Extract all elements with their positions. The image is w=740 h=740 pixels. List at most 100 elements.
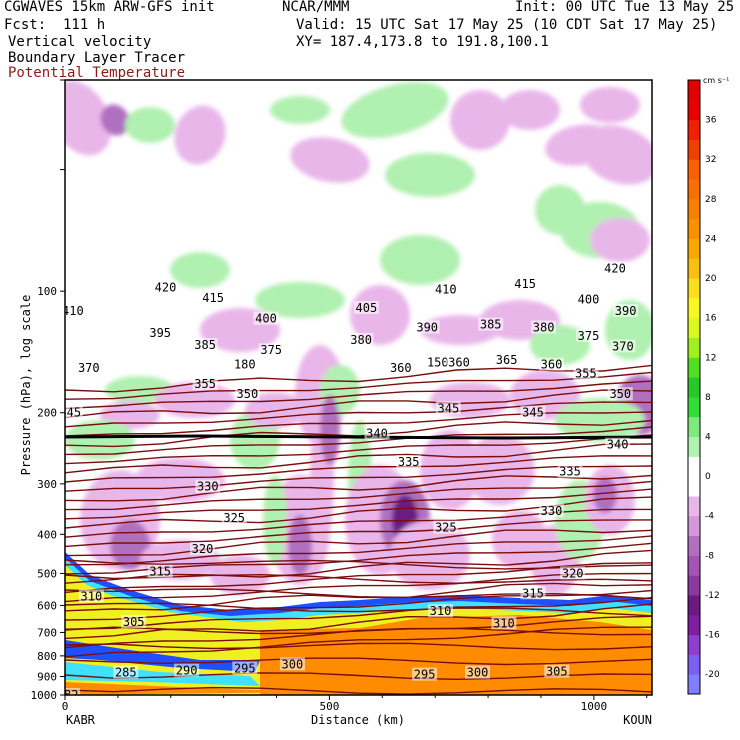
theta-label: 410 [62, 304, 84, 318]
theta-label: 370 [78, 361, 100, 375]
y-tick-label: 1000 [31, 689, 58, 702]
theta-label: 380 [350, 333, 372, 347]
theta-label-bg [433, 520, 459, 534]
theta-label-bg [353, 300, 379, 314]
theta-label-bg [494, 352, 520, 366]
velocity-blob [450, 90, 510, 150]
theta-label-bg [121, 615, 147, 629]
theta-label: 355 [575, 367, 597, 381]
x-axis: 0 500 1000 [62, 695, 648, 713]
theta-label-bg [412, 667, 438, 681]
theta-contour-low [65, 626, 652, 636]
theta-contour [65, 480, 652, 511]
colorbar-swatch [688, 495, 700, 517]
theta-label: 285 [115, 666, 137, 680]
theta-label-bg [192, 377, 218, 391]
theta-contour-low [65, 559, 652, 570]
theta-contour-low [65, 657, 652, 666]
colorbar-swatch [688, 218, 700, 239]
velocity-blob [580, 87, 640, 123]
colorbar-swatch [688, 575, 700, 596]
theta-label-bg [153, 280, 178, 294]
theta-label-bg [258, 343, 284, 357]
velocity-blob [65, 420, 135, 460]
velocity-blob [65, 80, 112, 156]
theta-contour-low [65, 588, 652, 600]
colorbar-swatch [688, 337, 700, 358]
colorbar-label: -16 [705, 631, 720, 641]
velocity-blob [530, 325, 590, 365]
theta-label-bg [174, 663, 200, 677]
theta-label: 365 [496, 353, 518, 367]
colorbar-swatch [688, 139, 700, 160]
theta-contour [65, 535, 652, 566]
theta-label: 415 [202, 291, 224, 305]
valid-time: Valid: 15 UTC Sat 17 May 25 (10 CDT Sat … [296, 17, 718, 33]
theta-label: 415 [514, 277, 536, 291]
theta-label: 300 [282, 657, 304, 671]
colorbar-swatch [688, 99, 700, 121]
theta-label: 410 [435, 282, 457, 296]
theta-label-bg [613, 304, 639, 317]
theta-contour [65, 389, 652, 419]
theta-label: 320 [192, 542, 214, 556]
colorbar-swatch [688, 396, 700, 418]
theta-label-bg [192, 338, 218, 352]
theta-label-bg [531, 320, 557, 334]
theta-label: 295 [234, 662, 256, 676]
theta-label: 310 [493, 616, 515, 630]
colorbar-label: 32 [705, 155, 716, 165]
theta-label-bg [396, 455, 422, 469]
theta-label-bg [428, 604, 453, 618]
theta-contour [65, 455, 652, 483]
y-tick-label: 800 [37, 650, 57, 663]
tropopause-line [65, 434, 652, 440]
y-axis-label: Pressure (hPa), log scale [19, 295, 33, 476]
theta-label-bg [610, 339, 636, 353]
theta-label-bg [195, 479, 221, 493]
theta-label: 385 [194, 338, 216, 352]
theta-label-bg [113, 665, 139, 679]
theta-label: 355 [194, 377, 216, 391]
colorbar-units: cm s⁻¹ [703, 76, 729, 85]
theta-contour [65, 364, 652, 393]
velocity-blob [555, 398, 645, 442]
theta-contour [65, 562, 652, 594]
theta-label-bg [435, 401, 461, 415]
theta-label-bg [425, 355, 451, 369]
theta-label: 395 [149, 326, 171, 340]
x-tick-label: 1000 [581, 700, 608, 713]
y-tick-label: 700 [37, 626, 57, 639]
theta-label-bg [446, 355, 472, 369]
theta-contour [65, 474, 652, 502]
theta-label-bg [520, 405, 546, 419]
theta-label-bg [414, 320, 440, 334]
theta-contour [65, 572, 652, 603]
theta-label-bg [539, 357, 564, 371]
theta-label-bg [147, 326, 173, 340]
field-boundary-layer-tracer: Boundary Layer Tracer [8, 50, 186, 66]
colorbar-swatch [688, 278, 700, 299]
plot-frame [64, 79, 653, 696]
theta-contour-low [65, 686, 652, 695]
theta-label-bg [78, 589, 104, 603]
theta-label: 375 [260, 343, 282, 357]
colorbar-swatch [688, 654, 700, 675]
theta-label: 350 [237, 387, 259, 401]
theta-label-bg [76, 361, 102, 374]
theta-contour [65, 371, 652, 400]
theta-label-bg [234, 387, 260, 401]
theta-contour [65, 401, 652, 428]
colorbar-label: -4 [705, 512, 714, 522]
theta-label-bg [520, 586, 546, 600]
theta-contour [65, 626, 652, 658]
colorbar-swatch [688, 456, 700, 497]
theta-label: 360 [390, 361, 412, 375]
theta-label-bg [221, 511, 247, 525]
theta-label: 390 [416, 321, 438, 335]
theta-label-bg [388, 361, 414, 374]
theta-contour [65, 488, 652, 520]
theta-label: 305 [123, 615, 145, 629]
theta-label: 315 [522, 586, 544, 600]
